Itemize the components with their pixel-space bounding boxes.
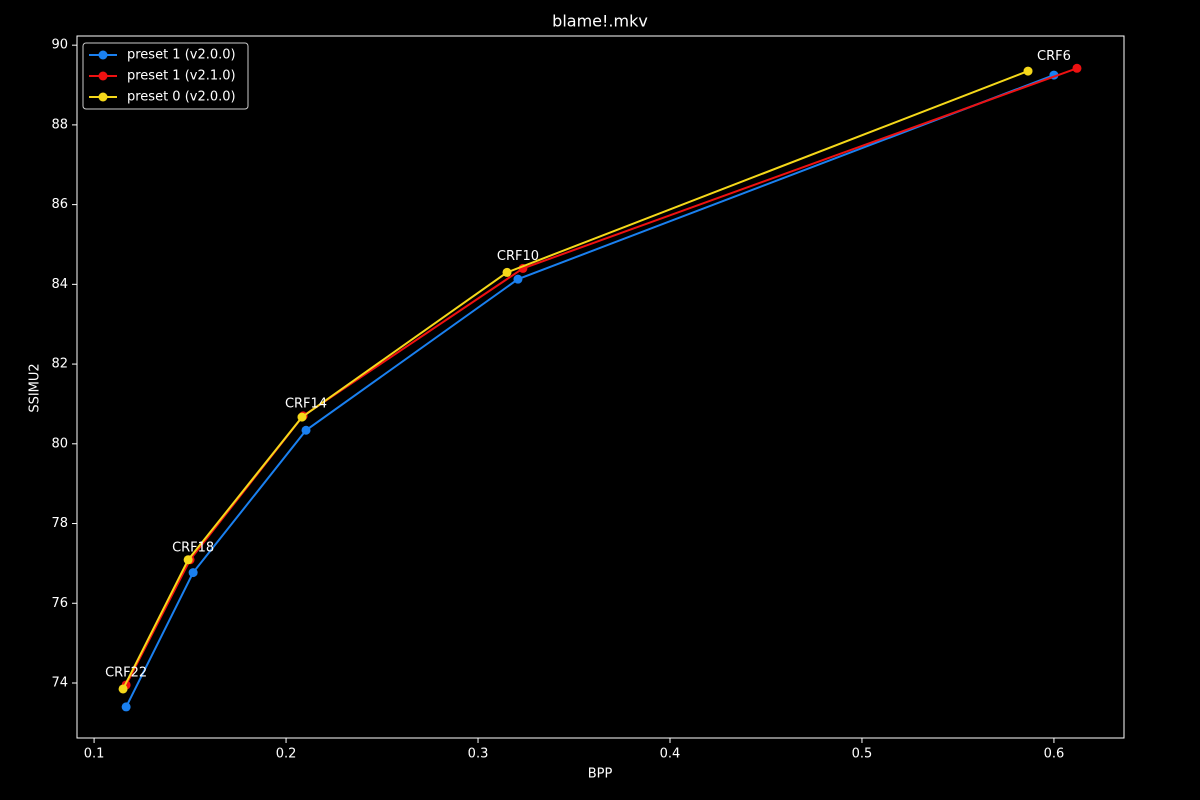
legend-label: preset 1 (v2.0.0) [127,48,236,63]
y-tick-label: 84 [51,277,68,292]
chart-title: blame!.mkv [552,12,648,31]
y-tick-label: 90 [51,38,68,53]
point-label: CRF22 [105,665,147,680]
legend-marker [98,50,108,60]
y-tick-label: 76 [51,596,68,611]
y-axis-label: SSIMU2 [28,363,43,412]
x-tick-label: 0.2 [276,747,297,762]
x-tick-label: 0.5 [852,747,873,762]
point-label: CRF6 [1037,49,1071,64]
legend-marker [98,92,108,102]
x-tick-label: 0.6 [1044,747,1065,762]
data-point [183,555,193,565]
data-point [118,684,128,694]
y-tick-label: 82 [51,357,68,372]
y-tick-label: 80 [51,436,68,451]
x-tick-label: 0.4 [660,747,681,762]
data-point [1023,66,1033,76]
plot-frame [76,35,1125,739]
legend-box [82,42,249,110]
point-label: CRF14 [285,396,327,411]
y-tick-label: 78 [51,516,68,531]
legend-marker [98,71,108,81]
x-tick-label: 0.3 [468,747,489,762]
y-tick-label: 74 [51,675,68,690]
point-label: CRF10 [497,249,539,264]
x-axis-label: BPP [588,767,613,782]
data-point [513,274,523,284]
legend-label: preset 1 (v2.1.0) [127,69,236,84]
legend-label: preset 0 (v2.0.0) [127,90,236,105]
data-point [188,568,198,578]
x-tick-label: 0.1 [84,747,105,762]
data-point [301,425,311,435]
y-tick-label: 86 [51,197,68,212]
data-point [502,267,512,277]
data-point [297,412,307,422]
data-point [121,702,131,712]
point-label: CRF18 [172,540,214,555]
y-tick-label: 88 [51,117,68,132]
data-point [1072,63,1082,73]
